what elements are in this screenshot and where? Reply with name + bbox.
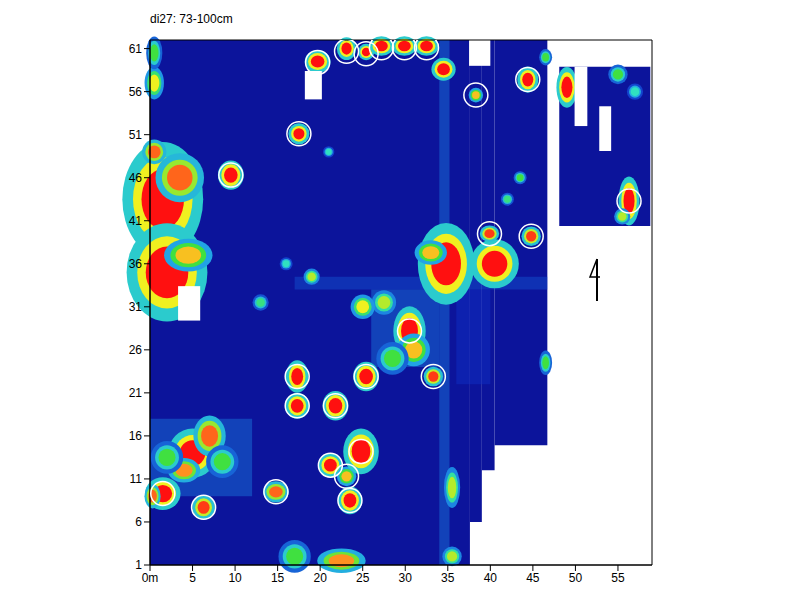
html-text:di27: 73-100cm: di27: 73-100cm: [150, 12, 233, 26]
svg-text:5: 5: [189, 571, 196, 585]
svg-text:30: 30: [399, 571, 413, 585]
svg-text:0m: 0m: [142, 571, 159, 585]
svg-text:51: 51: [129, 128, 143, 142]
svg-text:40: 40: [484, 571, 498, 585]
svg-text:16: 16: [129, 429, 143, 443]
svg-text:36: 36: [129, 257, 143, 271]
svg-text:31: 31: [129, 300, 143, 314]
svg-text:6: 6: [135, 515, 142, 529]
svg-text:21: 21: [129, 386, 143, 400]
svg-text:26: 26: [129, 343, 143, 357]
svg-text:20: 20: [313, 571, 327, 585]
svg-text:56: 56: [129, 85, 143, 99]
svg-text:61: 61: [129, 42, 143, 56]
svg-text:11: 11: [130, 472, 143, 486]
svg-text:25: 25: [356, 571, 370, 585]
svg-text:10: 10: [228, 571, 242, 585]
svg-text:46: 46: [129, 171, 143, 185]
svg-text:15: 15: [271, 571, 285, 585]
svg-text:45: 45: [526, 571, 540, 585]
svg-text:50: 50: [569, 571, 583, 585]
svg-text:1: 1: [135, 558, 142, 572]
svg-text:41: 41: [129, 214, 143, 228]
svg-text:55: 55: [611, 571, 625, 585]
svg-text:35: 35: [441, 571, 455, 585]
